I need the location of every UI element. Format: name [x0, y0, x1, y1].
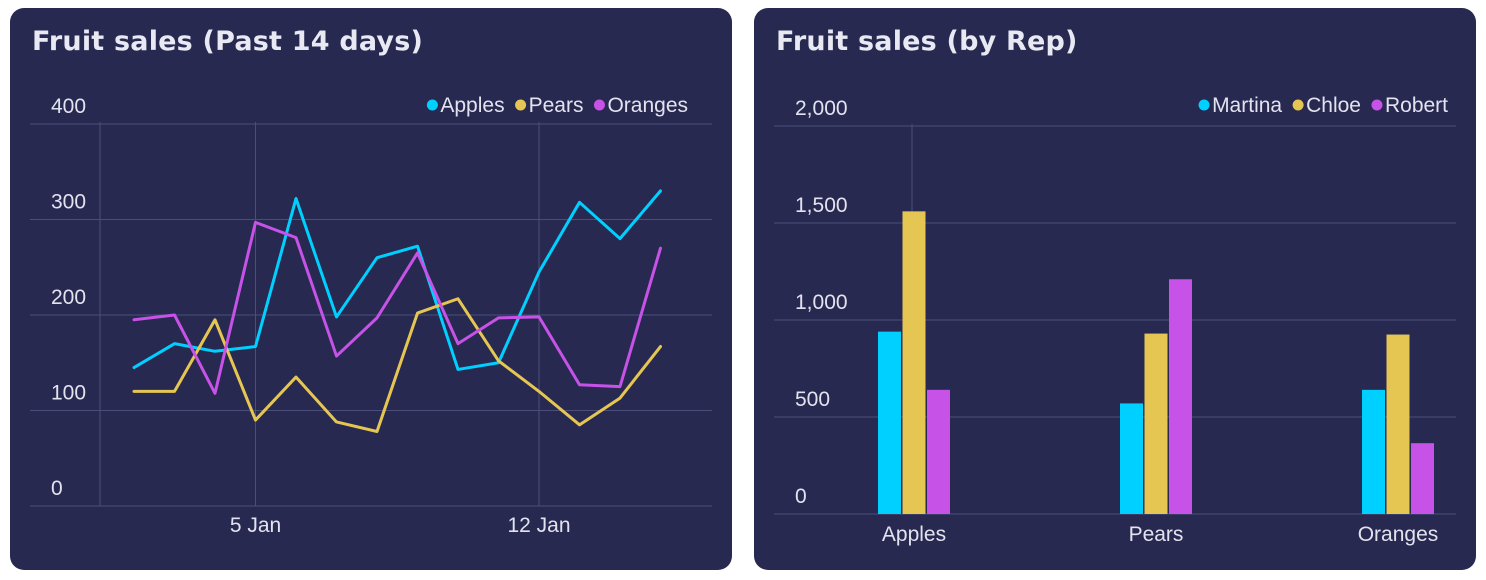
- bar-chart-y-tick-label: 0: [795, 485, 807, 508]
- line-chart-card: Fruit sales (Past 14 days) 0 100 200 300 400…: [10, 8, 732, 570]
- bar-chart-x-tick-label: Pears: [1129, 523, 1184, 546]
- bar-chart-legend-swatch-martina: [1198, 99, 1210, 111]
- bar-chart-y-tick-label: 500: [795, 388, 830, 411]
- bar-chart-legend-label-chloe: Chloe: [1306, 94, 1361, 117]
- bar-chart-y-tick-label: 1,000: [795, 291, 848, 314]
- line-chart-legend-swatch-oranges: [593, 99, 605, 111]
- line-chart-legend-label-oranges: Oranges: [607, 94, 688, 117]
- bar-chart-y-tick-label: 1,500: [795, 194, 848, 217]
- bar-chart-legend-swatch-robert: [1371, 99, 1383, 111]
- line-chart-legend-label-pears: Pears: [529, 94, 584, 117]
- bar-chart-card: Fruit sales (by Rep) 0 500 1,000 1,500 2,000…: [754, 8, 1476, 570]
- line-chart-x-tick-label: 5 Jan: [230, 514, 281, 537]
- bar-chart-x-tick-label: Apples: [882, 523, 946, 546]
- bar-chart-x-tick-label: Oranges: [1358, 523, 1439, 546]
- line-chart-title: Fruit sales (Past 14 days): [32, 26, 424, 57]
- bar-pears-chloe: [1144, 333, 1168, 514]
- line-chart-legend-swatch-pears: [515, 99, 527, 111]
- bar-oranges-robert: [1411, 443, 1434, 514]
- line-chart-y-tick-label: 400: [51, 95, 86, 118]
- line-chart-x-tick-label: 12 Jan: [507, 514, 570, 537]
- line-chart-legend-label-apples: Apples: [440, 94, 504, 117]
- line-chart-y-tick-label: 0: [51, 477, 63, 500]
- bar-chart: 0 500 1,000 1,500 2,000 Apples Pears Oranges Rob…: [774, 94, 1456, 546]
- line-chart-y-tick-label: 300: [51, 191, 86, 214]
- bar-apples-robert: [927, 389, 950, 514]
- bar-oranges-chloe: [1386, 334, 1410, 514]
- line-chart-legend-swatch-apples: [426, 99, 438, 111]
- bar-chart-y-tick-label: 2,000: [795, 97, 848, 120]
- bar-oranges-martina: [1362, 389, 1385, 514]
- line-series-apples: [132, 189, 662, 371]
- bar-apples-martina: [878, 331, 901, 514]
- bar-pears-martina: [1120, 403, 1143, 514]
- line-chart: 0 100 200 300 400 5 Jan 12 Jan Oranges Pears Appl…: [30, 94, 712, 537]
- bar-pears-robert: [1169, 279, 1192, 514]
- bar-chart-legend-swatch-chloe: [1292, 99, 1304, 111]
- bar-chart-title: Fruit sales (by Rep): [776, 26, 1078, 57]
- bar-apples-chloe: [902, 211, 926, 515]
- line-series-oranges: [132, 220, 662, 395]
- line-series-pears: [132, 297, 662, 434]
- line-chart-y-tick-label: 100: [51, 382, 86, 405]
- bar-chart-legend-label-robert: Robert: [1385, 94, 1448, 117]
- line-chart-y-tick-label: 200: [51, 286, 86, 309]
- bar-chart-legend-label-martina: Martina: [1212, 94, 1282, 117]
